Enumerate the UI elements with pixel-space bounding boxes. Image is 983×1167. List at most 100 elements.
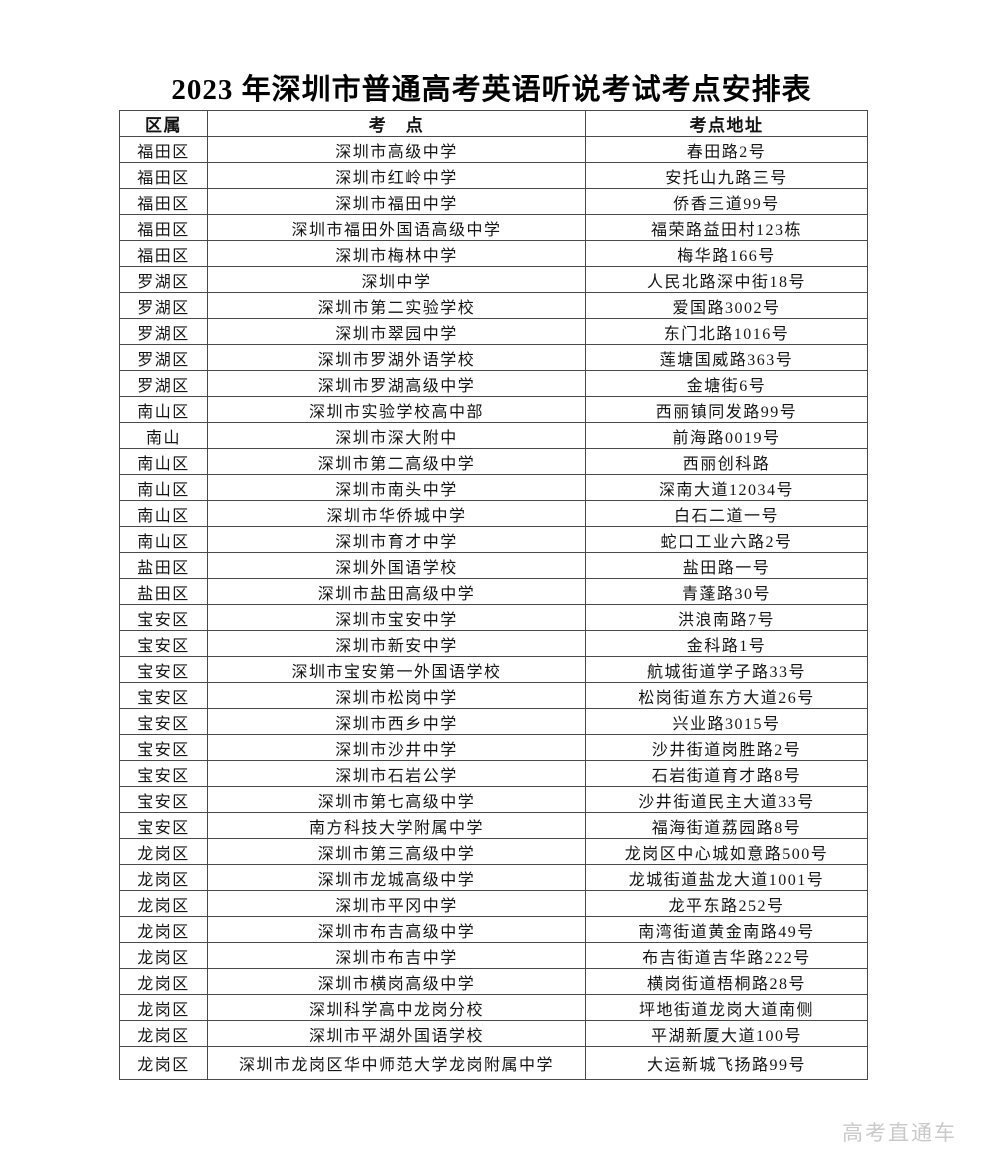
- table-row: 宝安区 深圳市松岗中学 松岗街道东方大道26号: [119, 682, 868, 709]
- header-row: 区属 考 点 考点地址: [119, 110, 868, 137]
- table-row: 南山区 深圳市实验学校高中部 西丽镇同发路99号: [119, 396, 868, 423]
- district-cell: 宝安区: [119, 734, 208, 761]
- exam-sites-tbody: 福田区 深圳市高级中学 春田路2号 福田区 深圳市红岭中学 安托山九路三号 福田…: [119, 136, 868, 1080]
- address-cell: 石岩街道育才路8号: [585, 760, 868, 787]
- address-cell: 坪地街道龙岗大道南侧: [585, 994, 868, 1021]
- address-cell: 前海路0019号: [585, 422, 868, 449]
- district-cell: 宝安区: [119, 708, 208, 735]
- school-cell: 深圳市梅林中学: [207, 240, 586, 267]
- table-row: 南山区 深圳市育才中学 蛇口工业六路2号: [119, 526, 868, 553]
- address-cell: 航城街道学子路33号: [585, 656, 868, 683]
- address-cell: 龙城街道盐龙大道1001号: [585, 864, 868, 891]
- district-cell: 罗湖区: [119, 318, 208, 345]
- watermark-text: 高考直通车: [842, 1121, 957, 1145]
- address-cell: 春田路2号: [585, 136, 868, 163]
- table-row: 宝安区 深圳市沙井中学 沙井街道岗胜路2号: [119, 734, 868, 761]
- school-cell: 深圳市横岗高级中学: [207, 968, 586, 995]
- table-row: 宝安区 深圳市新安中学 金科路1号: [119, 630, 868, 657]
- address-cell: 青蓬路30号: [585, 578, 868, 605]
- school-cell: 深圳市华侨城中学: [207, 500, 586, 527]
- district-cell: 福田区: [119, 240, 208, 267]
- district-cell: 南山区: [119, 474, 208, 501]
- table-row: 盐田区 深圳外国语学校 盐田路一号: [119, 552, 868, 579]
- school-cell: 深圳市龙岗区华中师范大学龙岗附属中学: [207, 1046, 586, 1080]
- table-row: 龙岗区 深圳市布吉高级中学 南湾街道黄金南路49号: [119, 916, 868, 943]
- school-cell: 深圳市西乡中学: [207, 708, 586, 735]
- school-cell: 深圳市平湖外国语学校: [207, 1020, 586, 1047]
- address-cell: 盐田路一号: [585, 552, 868, 579]
- table-row: 龙岗区 深圳市平湖外国语学校 平湖新厦大道100号: [119, 1020, 868, 1047]
- school-cell: 深圳市育才中学: [207, 526, 586, 553]
- district-cell: 宝安区: [119, 760, 208, 787]
- table-row: 福田区 深圳市福田中学 侨香三道99号: [119, 188, 868, 215]
- table-row: 福田区 深圳市红岭中学 安托山九路三号: [119, 162, 868, 189]
- table-row: 龙岗区 深圳市横岗高级中学 横岗街道梧桐路28号: [119, 968, 868, 995]
- district-cell: 福田区: [119, 162, 208, 189]
- address-cell: 爱国路3002号: [585, 292, 868, 319]
- district-cell: 宝安区: [119, 812, 208, 839]
- address-cell: 洪浪南路7号: [585, 604, 868, 631]
- address-cell: 兴业路3015号: [585, 708, 868, 735]
- table-row: 龙岗区 深圳市布吉中学 布吉街道吉华路222号: [119, 942, 868, 969]
- table-row: 盐田区 深圳市盐田高级中学 青蓬路30号: [119, 578, 868, 605]
- header-district: 区属: [119, 110, 208, 137]
- school-cell: 深圳市罗湖高级中学: [207, 370, 586, 397]
- district-cell: 南山区: [119, 500, 208, 527]
- school-cell: 深圳市新安中学: [207, 630, 586, 657]
- district-cell: 罗湖区: [119, 370, 208, 397]
- school-cell: 深圳市罗湖外语学校: [207, 344, 586, 371]
- table-row: 福田区 深圳市福田外国语高级中学 福荣路益田村123栋: [119, 214, 868, 241]
- address-cell: 横岗街道梧桐路28号: [585, 968, 868, 995]
- school-cell: 深圳市布吉中学: [207, 942, 586, 969]
- table-row: 罗湖区 深圳市第二实验学校 爱国路3002号: [119, 292, 868, 319]
- address-cell: 龙平东路252号: [585, 890, 868, 917]
- district-cell: 龙岗区: [119, 942, 208, 969]
- table-row: 南山区 深圳市华侨城中学 白石二道一号: [119, 500, 868, 527]
- address-cell: 龙岗区中心城如意路500号: [585, 838, 868, 865]
- district-cell: 龙岗区: [119, 1020, 208, 1047]
- school-cell: 深圳市高级中学: [207, 136, 586, 163]
- school-cell: 深圳市实验学校高中部: [207, 396, 586, 423]
- district-cell: 盐田区: [119, 552, 208, 579]
- district-cell: 盐田区: [119, 578, 208, 605]
- district-cell: 宝安区: [119, 786, 208, 813]
- address-cell: 西丽镇同发路99号: [585, 396, 868, 423]
- district-cell: 龙岗区: [119, 994, 208, 1021]
- table-row: 南山区 深圳市第二高级中学 西丽创科路: [119, 448, 868, 475]
- table-row: 龙岗区 深圳科学高中龙岗分校 坪地街道龙岗大道南侧: [119, 994, 868, 1021]
- table-row: 南山区 深圳市南头中学 深南大道12034号: [119, 474, 868, 501]
- address-cell: 福荣路益田村123栋: [585, 214, 868, 241]
- school-cell: 深圳科学高中龙岗分校: [207, 994, 586, 1021]
- address-cell: 莲塘国威路363号: [585, 344, 868, 371]
- district-cell: 龙岗区: [119, 890, 208, 917]
- school-cell: 深圳市南头中学: [207, 474, 586, 501]
- table-row: 宝安区 深圳市宝安第一外国语学校 航城街道学子路33号: [119, 656, 868, 683]
- address-cell: 西丽创科路: [585, 448, 868, 475]
- school-cell: 南方科技大学附属中学: [207, 812, 586, 839]
- table-row: 龙岗区 深圳市龙城高级中学 龙城街道盐龙大道1001号: [119, 864, 868, 891]
- school-cell: 深圳市宝安第一外国语学校: [207, 656, 586, 683]
- school-cell: 深圳市石岩公学: [207, 760, 586, 787]
- district-cell: 宝安区: [119, 656, 208, 683]
- district-cell: 宝安区: [119, 604, 208, 631]
- table-row: 宝安区 南方科技大学附属中学 福海街道荔园路8号: [119, 812, 868, 839]
- district-cell: 龙岗区: [119, 1046, 208, 1080]
- district-cell: 罗湖区: [119, 292, 208, 319]
- table-row: 罗湖区 深圳中学 人民北路深中街18号: [119, 266, 868, 293]
- exam-sites-table: 区属 考 点 考点地址 福田区 深圳市高级中学 春田路2号 福田区 深圳市红岭中…: [119, 110, 868, 1080]
- district-cell: 南山: [119, 422, 208, 449]
- address-cell: 福海街道荔园路8号: [585, 812, 868, 839]
- table-row: 龙岗区 深圳市龙岗区华中师范大学龙岗附属中学 大运新城飞扬路99号: [119, 1046, 868, 1080]
- address-cell: 东门北路1016号: [585, 318, 868, 345]
- table-row: 南山 深圳市深大附中 前海路0019号: [119, 422, 868, 449]
- table-row: 龙岗区 深圳市平冈中学 龙平东路252号: [119, 890, 868, 917]
- school-cell: 深圳外国语学校: [207, 552, 586, 579]
- school-cell: 深圳市第七高级中学: [207, 786, 586, 813]
- address-cell: 布吉街道吉华路222号: [585, 942, 868, 969]
- district-cell: 南山区: [119, 526, 208, 553]
- school-cell: 深圳中学: [207, 266, 586, 293]
- table-row: 宝安区 深圳市第七高级中学 沙井街道民主大道33号: [119, 786, 868, 813]
- address-cell: 白石二道一号: [585, 500, 868, 527]
- address-cell: 沙井街道岗胜路2号: [585, 734, 868, 761]
